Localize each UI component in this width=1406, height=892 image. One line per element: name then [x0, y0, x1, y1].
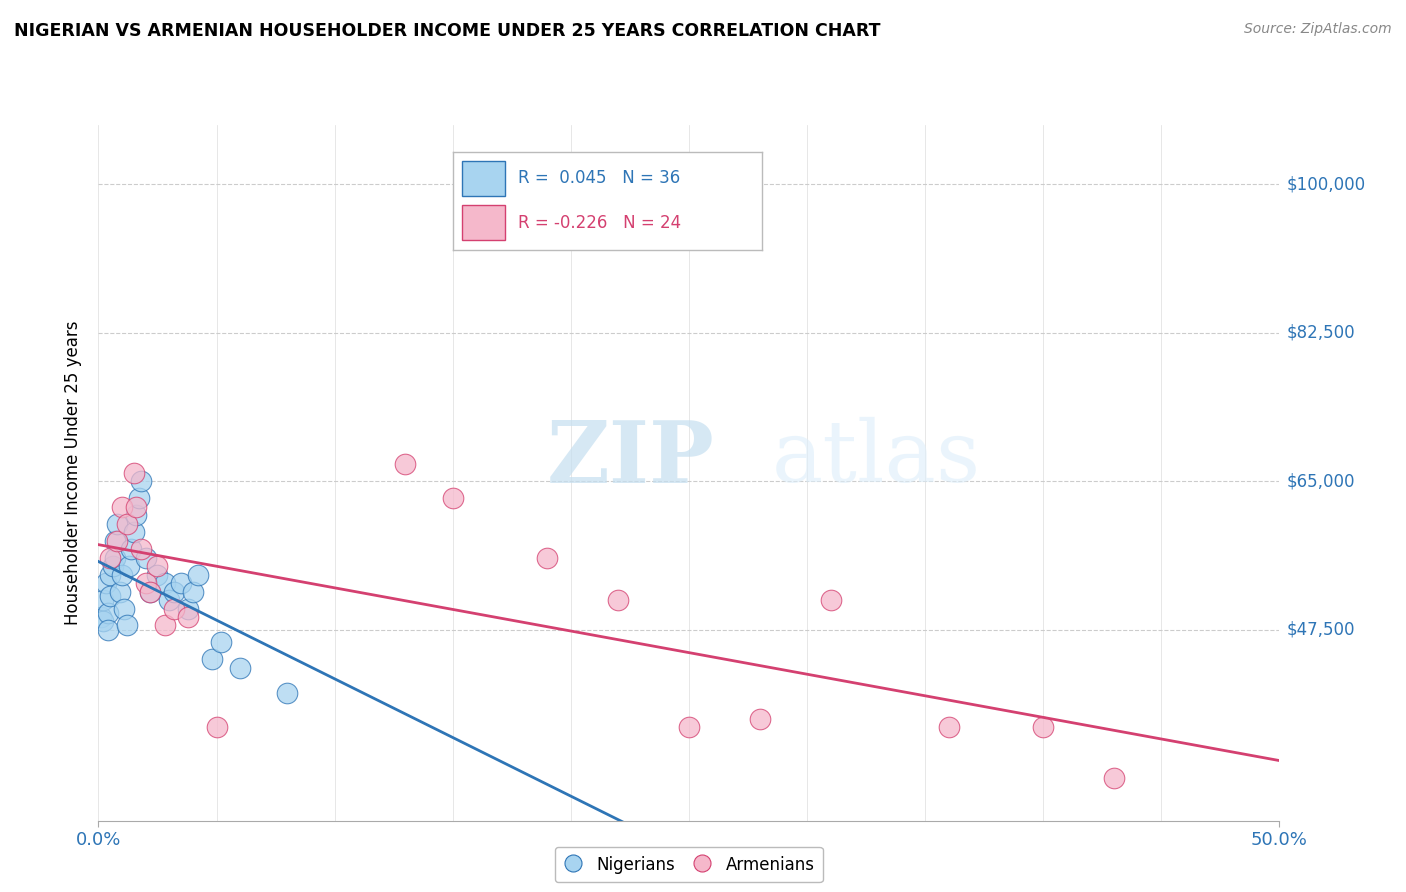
Point — [115, 618, 138, 632]
Point — [177, 601, 200, 615]
Point — [163, 584, 186, 599]
Point — [129, 542, 152, 557]
Text: atlas: atlas — [772, 417, 981, 500]
Point — [153, 576, 176, 591]
Point — [108, 584, 131, 599]
Legend: Nigerians, Armenians: Nigerians, Armenians — [555, 847, 823, 882]
Point — [146, 559, 169, 574]
Text: $65,000: $65,000 — [1286, 472, 1355, 491]
Point — [104, 533, 127, 548]
Point — [94, 576, 117, 591]
Point — [1032, 720, 1054, 734]
Point — [90, 610, 112, 624]
Point — [98, 567, 121, 582]
Point — [163, 601, 186, 615]
Point — [139, 584, 162, 599]
Point — [122, 525, 145, 540]
Point — [181, 584, 204, 599]
Text: R = -0.226   N = 24: R = -0.226 N = 24 — [517, 214, 681, 232]
Point — [187, 567, 209, 582]
Point — [91, 614, 114, 628]
Point — [105, 516, 128, 531]
Point — [101, 559, 124, 574]
Point — [441, 491, 464, 506]
Point — [122, 466, 145, 480]
Point — [121, 542, 143, 557]
Point — [177, 610, 200, 624]
Point — [111, 567, 134, 582]
Point — [118, 559, 141, 574]
Point — [201, 652, 224, 666]
Point — [135, 576, 157, 591]
Point — [536, 550, 558, 565]
Point — [153, 618, 176, 632]
Text: $82,500: $82,500 — [1286, 324, 1355, 342]
Text: $47,500: $47,500 — [1286, 621, 1355, 639]
Bar — [463, 205, 505, 240]
Point — [105, 533, 128, 548]
Point — [104, 550, 127, 565]
Point — [157, 593, 180, 607]
Point — [394, 457, 416, 471]
Text: $100,000: $100,000 — [1286, 175, 1365, 194]
Point — [229, 661, 252, 675]
Point — [115, 516, 138, 531]
Point — [129, 475, 152, 489]
Point — [139, 584, 162, 599]
Point — [98, 589, 121, 603]
Point — [128, 491, 150, 506]
Point — [820, 593, 842, 607]
Point — [607, 593, 630, 607]
Point — [146, 567, 169, 582]
Text: NIGERIAN VS ARMENIAN HOUSEHOLDER INCOME UNDER 25 YEARS CORRELATION CHART: NIGERIAN VS ARMENIAN HOUSEHOLDER INCOME … — [14, 22, 880, 40]
Point — [276, 686, 298, 700]
Point — [97, 623, 120, 637]
Text: ZIP: ZIP — [547, 417, 716, 500]
Text: R =  0.045   N = 36: R = 0.045 N = 36 — [517, 169, 681, 187]
Point — [125, 508, 148, 523]
Point — [91, 593, 114, 607]
Point — [98, 550, 121, 565]
Point — [135, 550, 157, 565]
Y-axis label: Householder Income Under 25 years: Householder Income Under 25 years — [65, 320, 83, 625]
Bar — [463, 161, 505, 196]
Point — [1102, 771, 1125, 785]
Point — [748, 712, 770, 726]
Point — [112, 601, 135, 615]
Point — [209, 635, 232, 649]
Point — [125, 500, 148, 514]
Point — [170, 576, 193, 591]
Point — [205, 720, 228, 734]
Point — [938, 720, 960, 734]
Point — [97, 606, 120, 620]
Point — [678, 720, 700, 734]
Text: Source: ZipAtlas.com: Source: ZipAtlas.com — [1244, 22, 1392, 37]
Point — [111, 500, 134, 514]
